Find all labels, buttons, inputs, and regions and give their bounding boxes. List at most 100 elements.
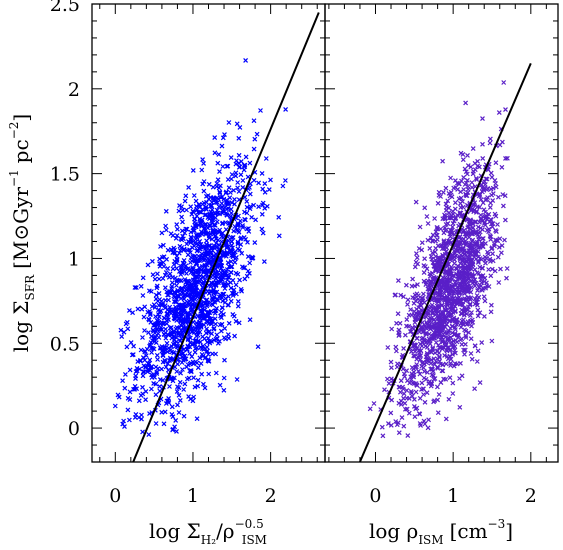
scatter-point (211, 231, 217, 237)
scatter-point (199, 351, 205, 357)
scatter-point (490, 191, 496, 197)
scatter-point (493, 229, 499, 235)
scatter-point (238, 236, 243, 242)
scatter-point (412, 316, 418, 322)
scatter-point (218, 265, 224, 271)
scatter-point (225, 281, 231, 287)
scatter-point (450, 208, 456, 214)
scatter-point (133, 285, 139, 291)
scatter-point (210, 302, 216, 308)
scatter-point (468, 351, 474, 356)
scatter-point (431, 322, 437, 328)
scatter-point (486, 211, 492, 217)
scatter-point (178, 265, 184, 271)
scatter-point (396, 384, 402, 390)
scatter-point (201, 200, 207, 206)
scatter-point (468, 245, 474, 250)
scatter-point (495, 254, 501, 260)
scatter-point (132, 383, 138, 389)
scatter-point (226, 185, 232, 191)
scatter-point (504, 266, 510, 271)
scatter-point (479, 340, 485, 346)
scatter-point (483, 285, 489, 291)
scatter-point (451, 218, 457, 224)
scatter-point (140, 373, 146, 379)
scatter-point (401, 371, 407, 377)
scatter-point (460, 320, 466, 326)
scatter-point (440, 339, 445, 345)
scatter-point (380, 433, 386, 439)
scatter-point (197, 209, 203, 215)
scatter-point (424, 390, 430, 396)
scatter-point (140, 429, 146, 435)
scatter-point (236, 229, 242, 235)
scatter-point (205, 352, 211, 357)
scatter-point (488, 170, 494, 176)
scatter-point (181, 257, 187, 263)
scatter-point (413, 298, 419, 304)
scatter-point (122, 385, 128, 391)
scatter-point (499, 164, 505, 170)
scatter-point (424, 339, 430, 345)
scatter-point (427, 245, 433, 251)
scatter-point (416, 411, 422, 417)
scatter-point (193, 359, 199, 365)
scatter-point (251, 118, 257, 124)
scatter-point (479, 273, 485, 279)
scatter-point (216, 151, 222, 157)
scatter-point (239, 250, 245, 256)
scatter-point (423, 376, 429, 382)
scatter-point (412, 414, 418, 420)
axis-labels: 0 1 2 0 0.5 1 1.5 2 2.5 0 1 2 log ΣH₂/ρ−0.5 ISM log ρI… (7, 0, 537, 547)
scatter-point (401, 294, 406, 300)
scatter-point (476, 236, 482, 242)
scatter-point (498, 250, 504, 256)
scatter-point (493, 181, 499, 186)
scatter-point (396, 430, 402, 436)
scatter-point (146, 432, 152, 438)
scatter-point (485, 251, 491, 257)
scatter-point (472, 386, 478, 392)
scatter-point (245, 239, 250, 245)
scatter-point (240, 178, 246, 183)
scatter-point (153, 292, 159, 298)
scatter-point (469, 180, 475, 185)
scatter-point (467, 318, 473, 324)
scatter-point (154, 285, 160, 291)
scatter-point (469, 323, 474, 329)
scatter-point (443, 416, 449, 422)
scatter-point (428, 235, 434, 241)
scatter-point (147, 312, 153, 318)
scatter-point (188, 368, 194, 373)
scatter-point (171, 375, 177, 381)
scatter-point (225, 163, 231, 169)
scatter-point (200, 381, 206, 387)
scatter-point (136, 415, 142, 420)
scatter-point (252, 136, 258, 142)
scatter-point (181, 387, 187, 392)
scatter-point (159, 230, 165, 236)
scatter-point (197, 246, 203, 252)
x-tick-label: 1 (187, 485, 199, 507)
scatter-point (442, 334, 448, 340)
scatter-point (488, 200, 494, 206)
scatter-point (447, 193, 453, 199)
scatter-point (189, 329, 195, 335)
scatter-point (174, 369, 180, 374)
scatter-point (178, 272, 184, 277)
scatter-point (486, 284, 492, 289)
scatter-point (134, 368, 140, 374)
scatter-point (169, 283, 175, 289)
scatter-point (153, 421, 159, 426)
y-tick-label: 2.5 (50, 0, 80, 16)
scatter-point (164, 321, 170, 327)
scatter-point (195, 279, 201, 285)
scatter-point (197, 216, 203, 222)
scatter-point (483, 176, 489, 182)
scatter-point (214, 229, 220, 235)
scatter-point (228, 285, 234, 291)
scatter-point (218, 260, 224, 266)
scatter-point (205, 230, 211, 236)
scatter-point (205, 356, 211, 362)
scatter-point (186, 184, 192, 190)
